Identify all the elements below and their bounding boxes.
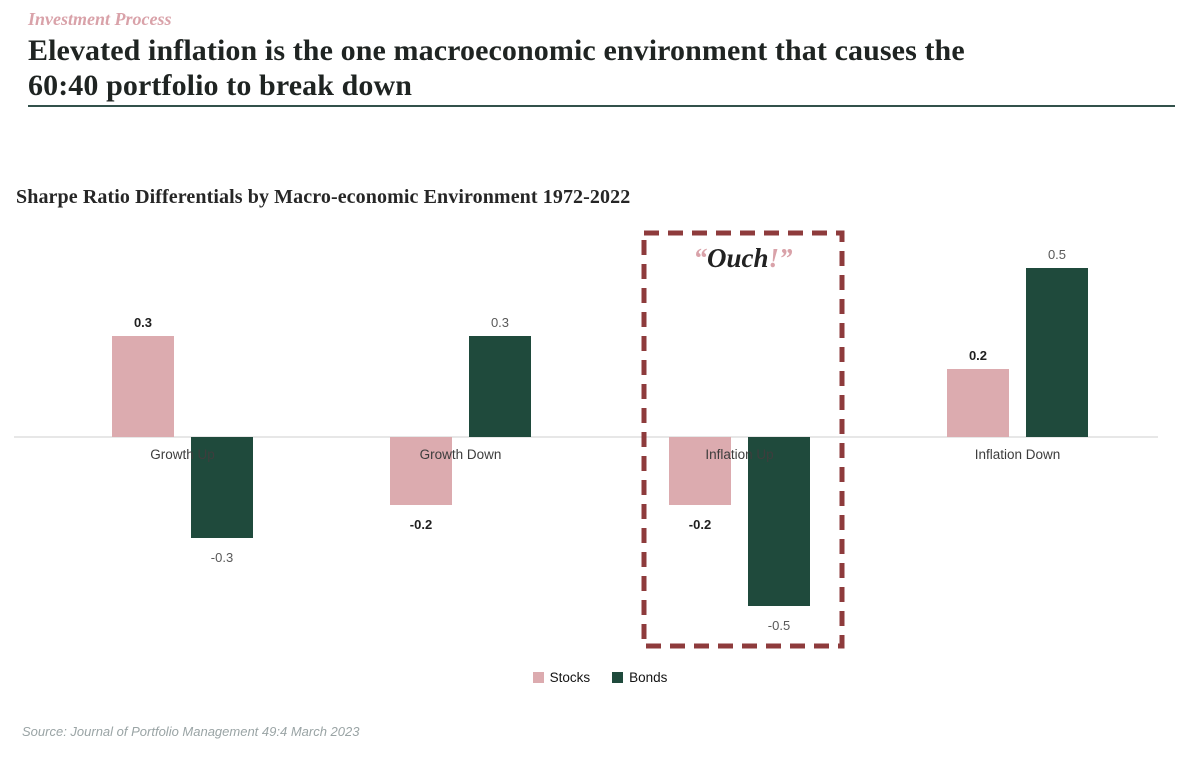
- bar-stocks-inflation-up: [669, 437, 731, 505]
- bar-stocks-inflation-down: [947, 369, 1009, 437]
- value-label-stocks-inflation-down: 0.2: [968, 348, 988, 363]
- bar-bonds-growth-down: [469, 336, 531, 437]
- category-label-growth-down: Growth Down: [419, 447, 502, 462]
- highlight-box: “Ouch!”: [641, 230, 845, 649]
- category-label-inflation-down: Inflation Down: [974, 447, 1061, 462]
- x-axis-line: [14, 436, 1158, 438]
- bar-bonds-inflation-down: [1026, 268, 1088, 437]
- page-title-line-1: Elevated inflation is the one macroecono…: [28, 34, 965, 67]
- ouch-close: !”: [768, 243, 793, 273]
- bar-stocks-growth-up: [112, 336, 174, 437]
- legend-label-stocks: Stocks: [549, 670, 591, 685]
- legend-swatch-stocks: [532, 672, 544, 683]
- value-label-stocks-growth-up: 0.3: [133, 315, 153, 330]
- ouch-annotation: “Ouch!”: [641, 243, 845, 274]
- value-label-bonds-inflation-down: 0.5: [1047, 247, 1067, 262]
- title-rule: [28, 105, 1175, 107]
- value-label-bonds-growth-down: 0.3: [490, 315, 510, 330]
- highlight-box-border: [641, 230, 845, 649]
- value-label-stocks-inflation-up: -0.2: [688, 517, 712, 532]
- page-title-line-2: 60:40 portfolio to break down: [28, 69, 413, 102]
- ouch-word: Ouch: [706, 243, 769, 273]
- category-label-growth-up: Growth Up: [150, 447, 215, 462]
- eyebrow-label: Investment Process: [28, 9, 172, 29]
- source-note: Source: Journal of Portfolio Management …: [22, 724, 360, 739]
- value-label-bonds-growth-up: -0.3: [210, 550, 234, 565]
- category-label-inflation-up: Inflation Up: [705, 447, 774, 462]
- legend-item-bonds: Bonds: [612, 670, 667, 685]
- chart-legend: Stocks Bonds: [0, 670, 1200, 685]
- legend-swatch-bonds: [612, 672, 624, 683]
- legend-item-stocks: Stocks: [532, 670, 591, 685]
- value-label-stocks-growth-down: -0.2: [409, 517, 433, 532]
- bar-bonds-growth-up: [191, 437, 253, 538]
- ouch-open-quote: “: [693, 243, 707, 273]
- chart-title: Sharpe Ratio Differentials by Macro-econ…: [16, 186, 631, 208]
- page-title: Elevated inflation is the one macroecono…: [28, 33, 965, 103]
- legend-label-bonds: Bonds: [629, 670, 668, 685]
- bar-stocks-growth-down: [390, 437, 452, 505]
- bar-bonds-inflation-up: [748, 437, 810, 606]
- value-label-bonds-inflation-up: -0.5: [767, 618, 791, 633]
